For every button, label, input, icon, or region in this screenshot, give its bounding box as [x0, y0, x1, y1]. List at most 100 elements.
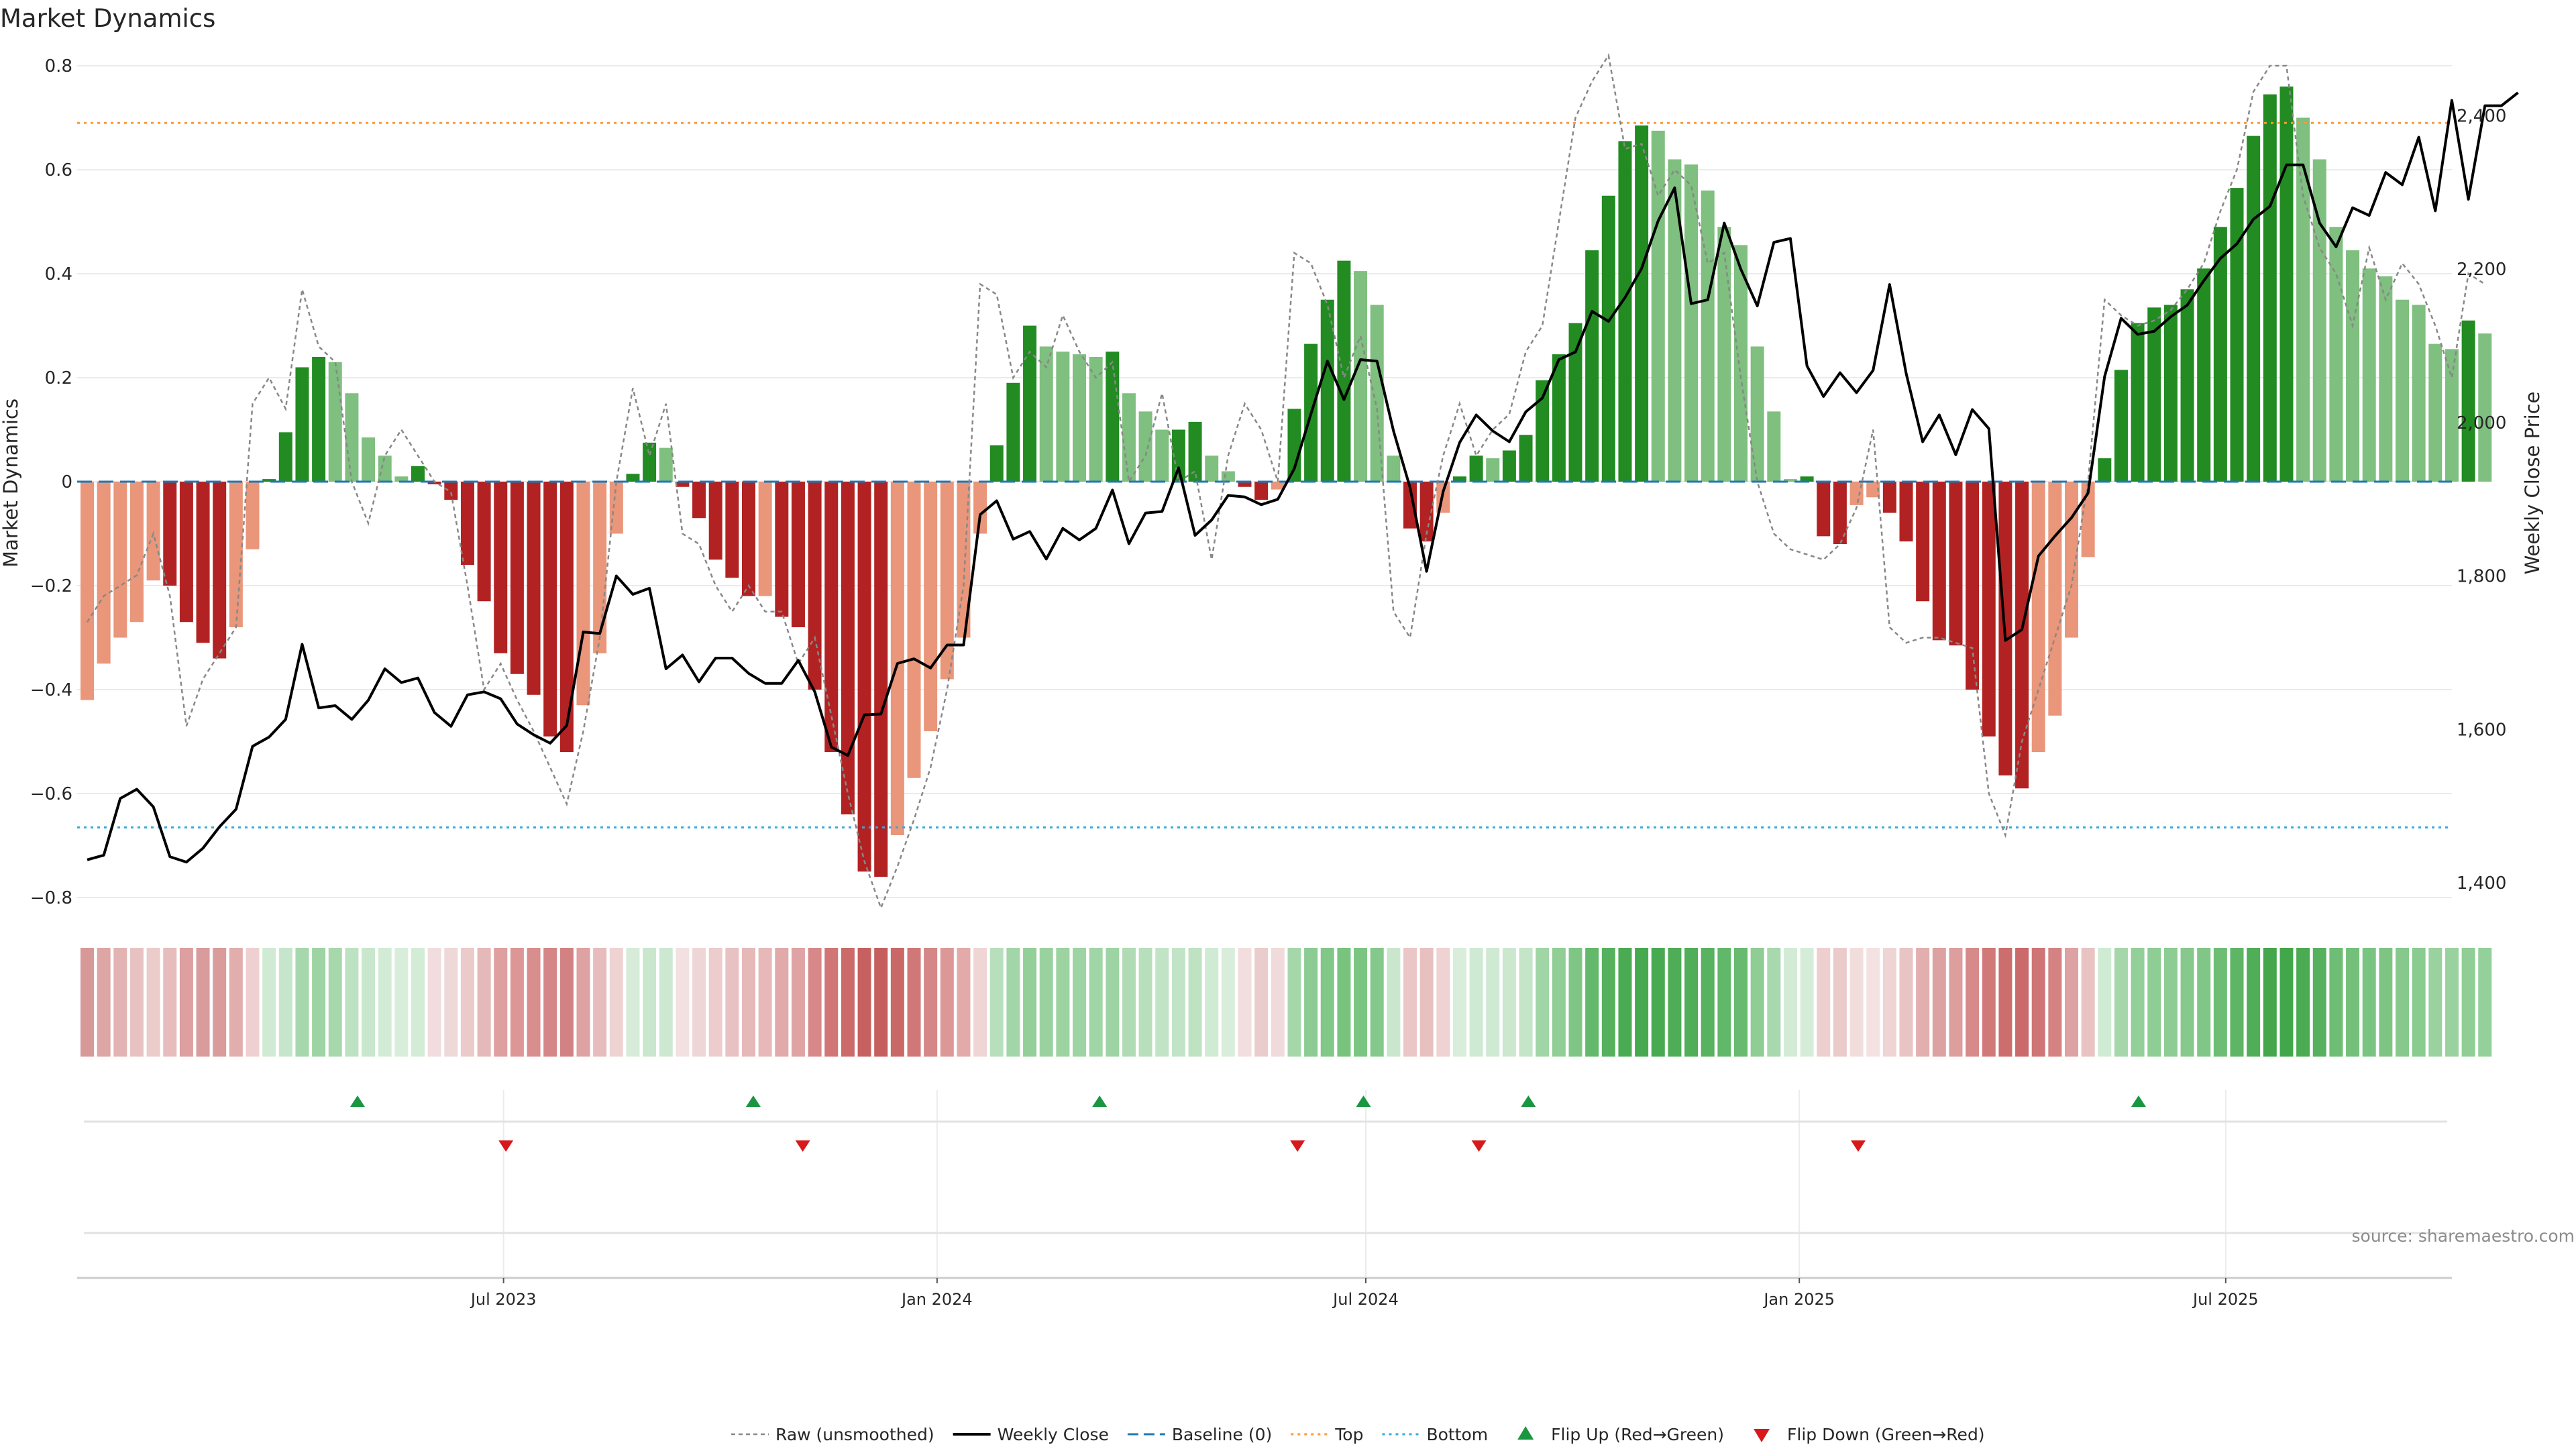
heat-cell — [1221, 948, 1235, 1057]
bar — [1668, 159, 1682, 482]
heat-strip — [80, 948, 2492, 1057]
heat-cell — [1601, 948, 1615, 1057]
bar — [129, 482, 144, 623]
heat-cell — [2279, 948, 2294, 1057]
heat-cell — [791, 948, 805, 1057]
heat-cell — [2180, 948, 2194, 1057]
heat-cell — [2081, 948, 2095, 1057]
bar — [394, 476, 409, 482]
heat-cell — [1966, 948, 1980, 1057]
bar — [179, 482, 193, 623]
bar — [2180, 289, 2194, 482]
heat-cell — [2163, 948, 2178, 1057]
heat-cell — [559, 948, 574, 1057]
bar — [1006, 382, 1020, 482]
heat-cell — [2312, 948, 2326, 1057]
flip-down-marker — [1851, 1140, 1866, 1152]
y-tick-label: 0.4 — [45, 264, 72, 284]
heat-cell — [1502, 948, 1516, 1057]
heat-cell — [2247, 948, 2261, 1057]
legend-label-close: Weekly Close — [998, 1425, 1109, 1444]
heat-cell — [2412, 948, 2426, 1057]
flip-down-marker — [1471, 1140, 1487, 1152]
bar — [1635, 125, 1649, 482]
bar — [824, 482, 839, 752]
bar — [97, 482, 111, 664]
heat-cell — [576, 948, 590, 1057]
heat-cell — [1536, 948, 1550, 1057]
bar — [2163, 305, 2178, 482]
heat-cell — [1618, 948, 1632, 1057]
flip-up-marker — [1092, 1095, 1108, 1107]
bar — [2230, 188, 2244, 482]
heat-cell — [2445, 948, 2459, 1057]
bar — [659, 447, 673, 482]
y-tick-label: 0.8 — [45, 56, 72, 76]
weekly-close-series-line — [87, 91, 2519, 864]
heat-cell — [1238, 948, 1252, 1057]
heat-cell — [1469, 948, 1483, 1057]
heat-cell — [1932, 948, 1946, 1057]
bar — [2396, 299, 2409, 482]
heat-cell — [1122, 948, 1136, 1057]
heat-cell — [1585, 948, 1599, 1057]
bar — [543, 482, 557, 737]
x-tick-label: Jul 2025 — [2192, 1290, 2259, 1309]
flip-up-marker — [745, 1095, 761, 1107]
bar — [907, 482, 921, 778]
heat-cell — [907, 948, 921, 1057]
heat-cell — [1436, 948, 1450, 1057]
heat-cell — [213, 948, 227, 1057]
bar — [989, 445, 1004, 482]
bar — [328, 362, 342, 482]
heat-cell — [80, 948, 94, 1057]
bar — [1568, 323, 1582, 482]
heat-cell — [1056, 948, 1070, 1057]
bar — [924, 482, 938, 731]
bar — [1982, 482, 1996, 737]
heat-cell — [1635, 948, 1649, 1057]
heat-cell — [1982, 948, 1996, 1057]
heat-cell — [2147, 948, 2161, 1057]
bar — [1320, 299, 1334, 482]
source-label: source: sharemaestro.com — [2352, 1226, 2575, 1246]
flip-markers — [350, 1095, 2146, 1152]
heat-cell — [1039, 948, 1053, 1057]
bar — [890, 482, 904, 835]
y2-tick-label: 1,600 — [2457, 720, 2506, 740]
legend-label-baseline: Baseline (0) — [1172, 1425, 1272, 1444]
bar — [2131, 323, 2145, 482]
heat-cell — [1403, 948, 1417, 1057]
heat-cell — [2296, 948, 2310, 1057]
bar — [1337, 260, 1351, 482]
bar — [2445, 349, 2459, 482]
bar — [1370, 305, 1384, 482]
heat-cell — [312, 948, 326, 1057]
bars-layer — [80, 87, 2492, 877]
heat-cell — [262, 948, 276, 1057]
legend-label-flip_down: Flip Down (Green→Red) — [1787, 1425, 1985, 1444]
bar — [2147, 307, 2161, 482]
heat-cell — [129, 948, 144, 1057]
bar — [1056, 352, 1070, 482]
heat-cell — [2065, 948, 2078, 1057]
reference-lines — [77, 121, 2452, 828]
bar — [559, 482, 574, 752]
heat-cell — [924, 948, 938, 1057]
heat-cell — [1519, 948, 1533, 1057]
y-tick-label: −0.6 — [30, 784, 72, 804]
bar — [2346, 250, 2360, 482]
legend-swatch-flip_up — [1517, 1426, 1534, 1440]
heat-cell — [1833, 948, 1847, 1057]
heat-cell — [1271, 948, 1285, 1057]
heat-cell — [1023, 948, 1037, 1057]
y2-tick-label: 2,000 — [2457, 413, 2506, 433]
heat-cell — [196, 948, 210, 1057]
heat-cell — [378, 948, 392, 1057]
bar — [163, 482, 177, 586]
x-tick-label: Jul 2023 — [470, 1290, 537, 1309]
bar — [1949, 482, 1963, 646]
bar — [725, 482, 739, 578]
bar — [758, 482, 772, 596]
heat-cell — [742, 948, 755, 1057]
